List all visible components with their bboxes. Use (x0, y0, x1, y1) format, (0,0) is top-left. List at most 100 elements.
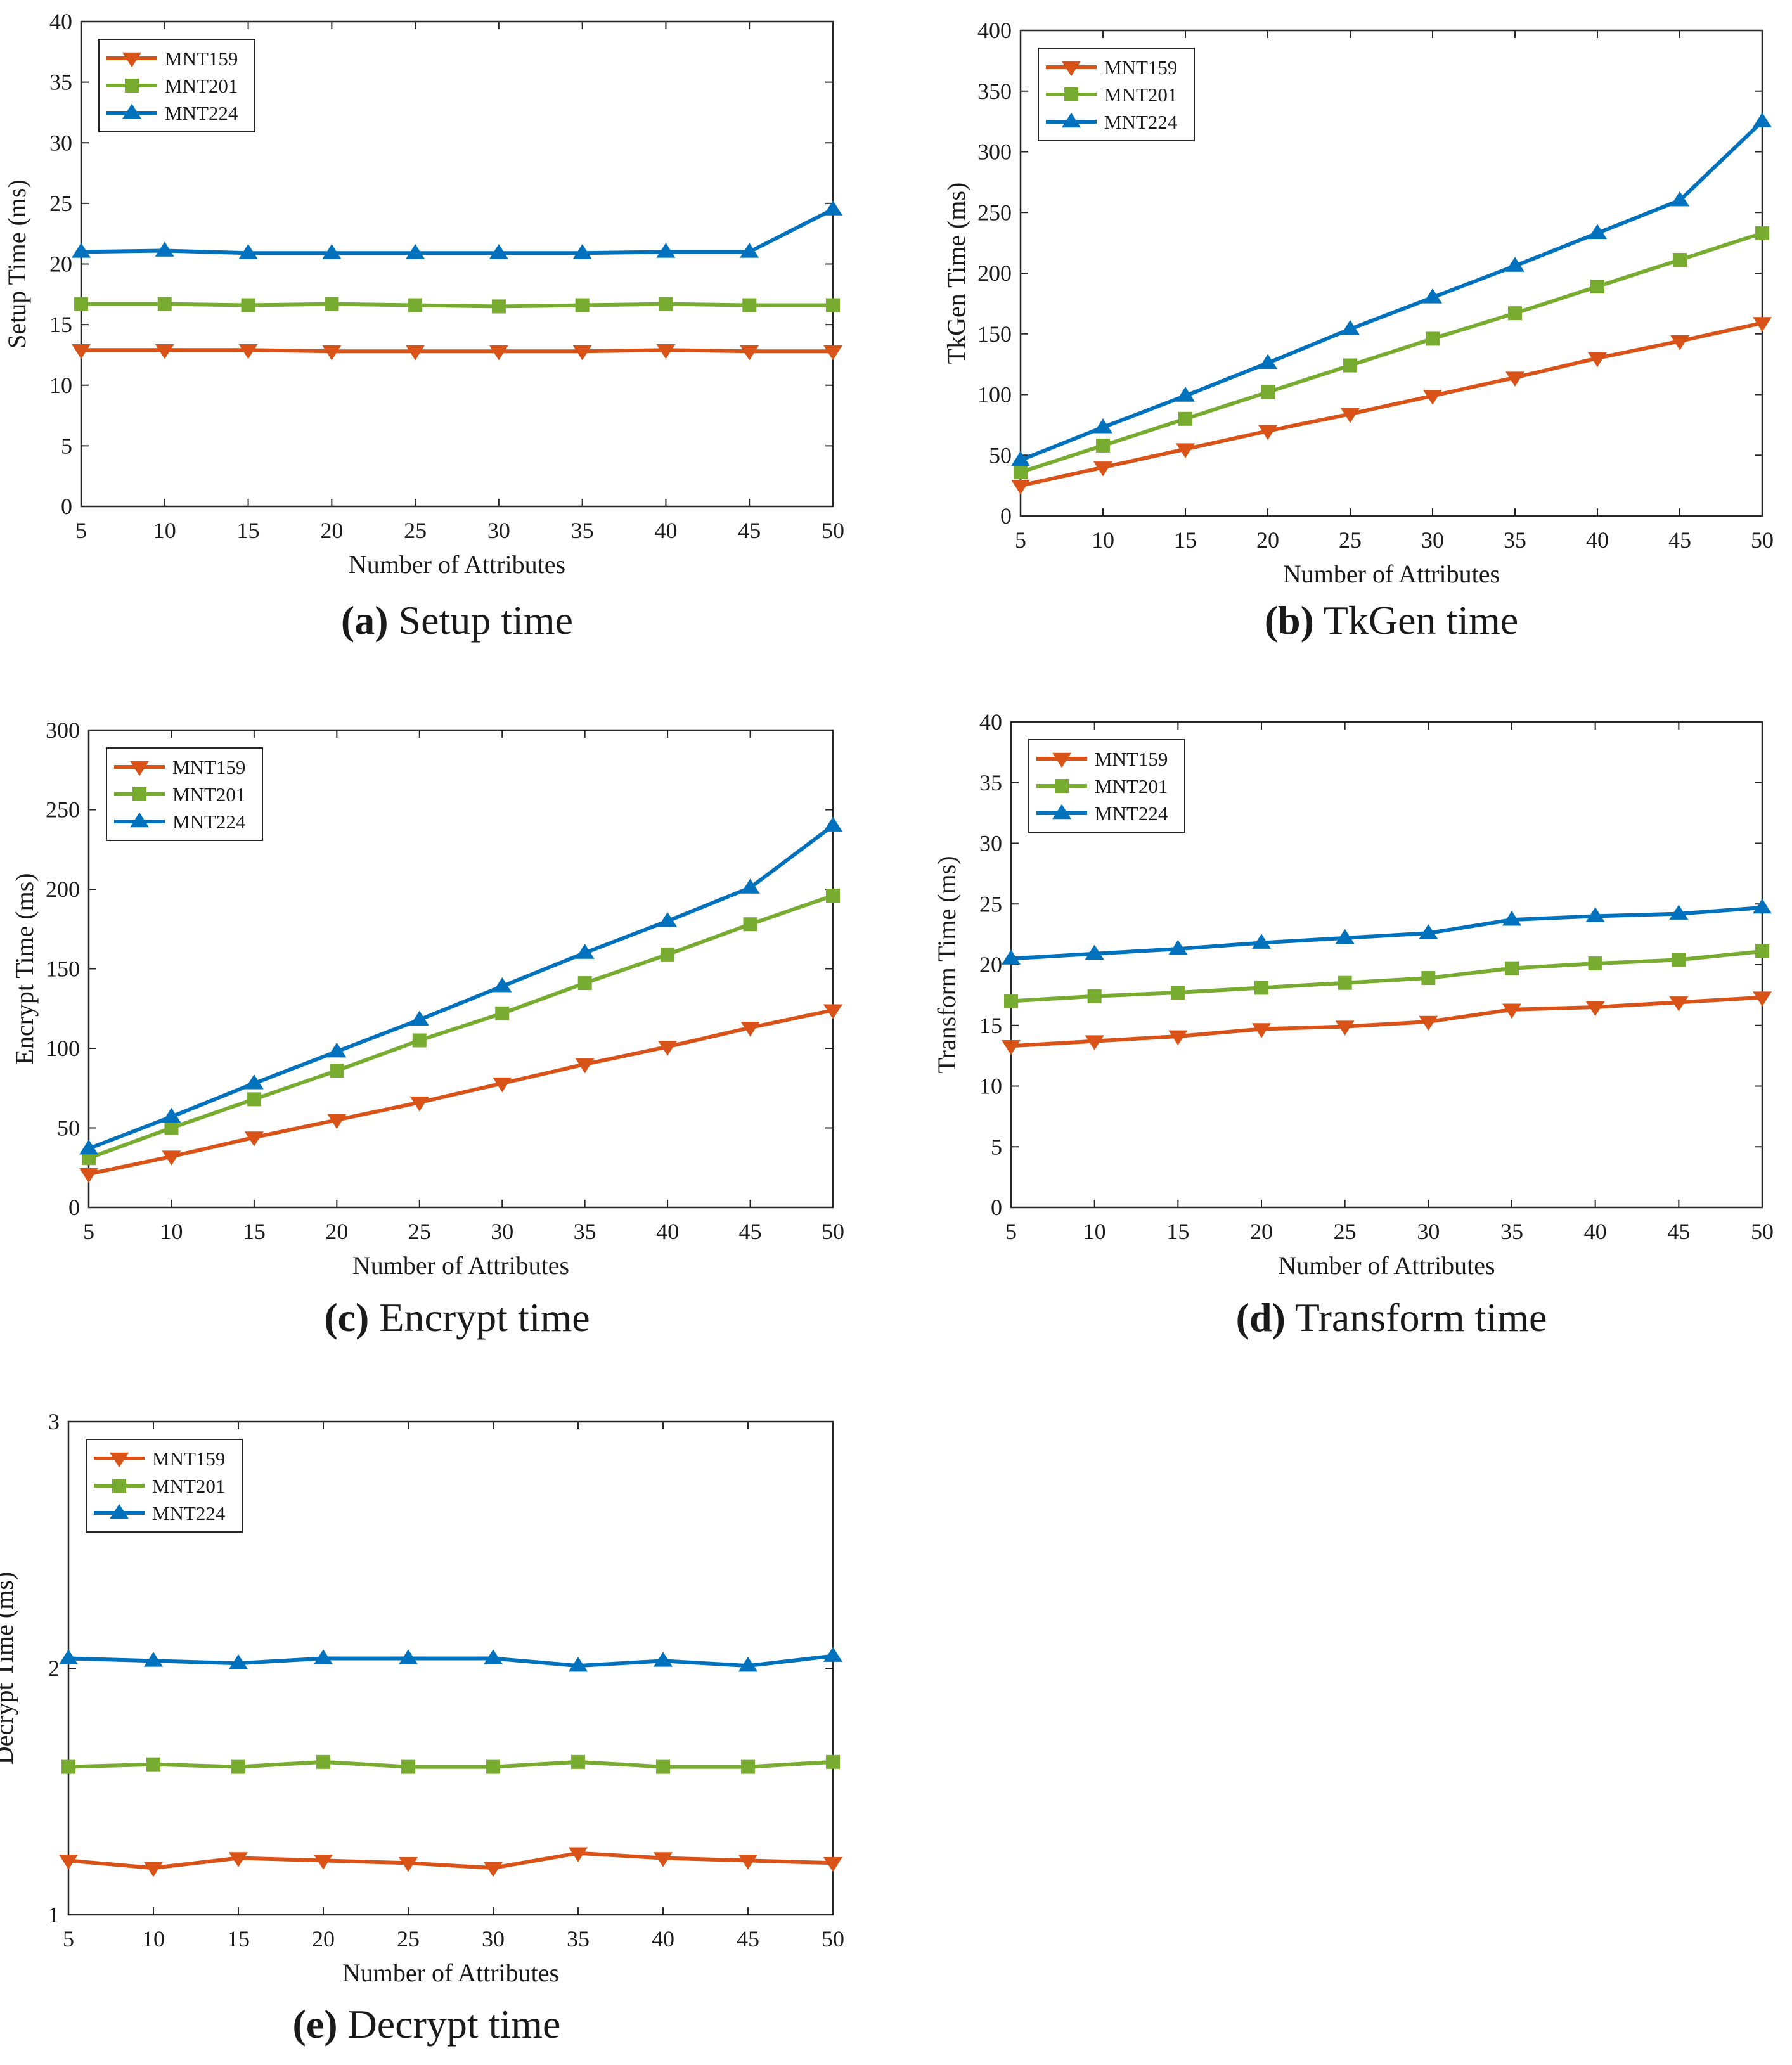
data-point-mnt201 (1673, 252, 1687, 267)
y-tick-label: 50 (57, 1116, 80, 1141)
data-point-mnt224 (1502, 910, 1521, 926)
x-tick-label: 15 (1166, 1219, 1189, 1244)
subfigure-caption: (e) Decrypt time (293, 2002, 561, 2047)
data-point-mnt201 (661, 947, 675, 962)
data-point-mnt224 (399, 1649, 418, 1664)
data-point-mnt224 (79, 1139, 98, 1155)
data-point-mnt159 (1670, 335, 1689, 351)
x-tick-label: 30 (491, 1219, 513, 1244)
data-point-mnt201 (330, 1064, 344, 1078)
series-line-mnt159 (1010, 995, 1763, 1048)
legend-label-mnt224: MNT224 (172, 811, 246, 833)
data-point-mnt224 (1505, 257, 1524, 272)
data-point-mnt201 (1588, 956, 1602, 971)
data-point-mnt159 (155, 344, 174, 359)
data-point-mnt159 (314, 1855, 333, 1870)
data-point-mnt201 (1755, 226, 1769, 240)
x-tick-label: 40 (1584, 1219, 1607, 1244)
legend-marker-mnt201 (132, 787, 146, 801)
data-point-mnt224 (1670, 191, 1689, 207)
data-point-mnt201 (577, 976, 592, 991)
data-point-mnt159 (1588, 352, 1607, 368)
caption-text: Encrypt time (369, 1295, 590, 1340)
legend-marker-mnt159 (1052, 752, 1071, 768)
series-line-mnt159 (1020, 321, 1763, 488)
legend-label-mnt159: MNT159 (1104, 56, 1177, 79)
data-point-mnt159 (244, 1131, 264, 1147)
x-tick-label: 10 (153, 518, 176, 543)
data-point-mnt159 (738, 1855, 757, 1870)
data-point-mnt201 (241, 298, 255, 312)
data-point-mnt201 (741, 1759, 755, 1774)
data-point-mnt159 (238, 344, 258, 359)
x-tick-label: 5 (75, 518, 87, 543)
y-tick-label: 15 (979, 1013, 1002, 1038)
data-point-mnt159 (1505, 371, 1524, 387)
data-point-mnt159 (1093, 461, 1112, 477)
data-point-mnt224 (1585, 907, 1605, 922)
data-point-mnt224 (575, 944, 595, 959)
legend-label-mnt159: MNT159 (152, 1448, 225, 1470)
data-point-mnt159 (1753, 991, 1772, 1007)
data-point-mnt201 (61, 1759, 75, 1774)
data-point-mnt159 (399, 1857, 418, 1872)
data-point-mnt224 (1423, 288, 1442, 304)
data-point-mnt201 (1254, 981, 1268, 995)
caption-letter: (a) (341, 598, 389, 643)
y-tick-label: 100 (46, 1036, 80, 1061)
data-point-mnt201 (1261, 385, 1275, 399)
x-tick-label: 30 (1417, 1219, 1440, 1244)
data-point-mnt201 (231, 1759, 245, 1774)
y-tick-label: 250 (46, 797, 80, 823)
data-point-mnt224 (72, 243, 91, 258)
legend: MNT159 MNT201 MNT224 (1038, 48, 1195, 141)
x-axis-label: Number of Attributes (342, 1959, 559, 1987)
data-point-mnt201 (742, 298, 757, 312)
data-point-mnt224 (1753, 112, 1772, 127)
data-point-mnt159 (1669, 996, 1689, 1012)
series-line-mnt201 (87, 894, 834, 1161)
y-tick-label: 15 (49, 312, 72, 337)
data-point-mnt159 (1502, 1003, 1521, 1019)
y-tick-label: 150 (46, 956, 80, 982)
legend-label-mnt224: MNT224 (152, 1502, 226, 1524)
data-point-mnt159 (409, 1097, 429, 1112)
data-point-mnt201 (408, 298, 423, 312)
data-point-mnt201 (164, 1121, 179, 1135)
legend-label-mnt224: MNT224 (1095, 802, 1168, 825)
data-point-mnt224 (162, 1107, 181, 1123)
y-axis-label: TkGen Time (ms) (942, 183, 970, 364)
data-point-mnt201 (826, 1754, 840, 1769)
data-point-mnt224 (1258, 354, 1277, 370)
x-tick-label: 20 (320, 518, 343, 543)
legend-label-mnt159: MNT159 (172, 756, 245, 778)
data-point-mnt159 (72, 344, 91, 359)
y-tick-label: 400 (977, 18, 1012, 43)
x-tick-label: 45 (1667, 1219, 1690, 1244)
y-axis-label: Setup Time (ms) (3, 179, 31, 349)
x-tick-label: 50 (822, 1926, 844, 1952)
legend-label-mnt201: MNT201 (152, 1475, 225, 1497)
data-point-mnt159 (1335, 1020, 1355, 1036)
data-point-mnt201 (486, 1759, 500, 1774)
x-tick-label: 20 (312, 1926, 335, 1952)
data-point-mnt224 (823, 1647, 842, 1662)
data-point-mnt159 (740, 345, 759, 361)
data-point-mnt224 (1002, 949, 1021, 965)
data-point-mnt224 (322, 244, 342, 259)
x-tick-label: 40 (654, 518, 677, 543)
data-point-mnt224 (572, 244, 592, 259)
data-point-mnt201 (571, 1754, 585, 1769)
legend-label-mnt201: MNT201 (165, 75, 238, 97)
x-tick-label: 35 (574, 1219, 596, 1244)
x-tick-label: 10 (142, 1926, 165, 1952)
legend-label-mnt224: MNT224 (165, 102, 238, 124)
x-tick-label: 5 (63, 1926, 74, 1952)
legend-marker-mnt201 (1055, 779, 1069, 793)
data-point-mnt224 (314, 1649, 333, 1664)
y-tick-label: 25 (979, 891, 1002, 917)
data-point-mnt159 (1423, 390, 1442, 405)
legend-marker-mnt201 (1064, 87, 1078, 101)
data-point-mnt159 (654, 1852, 673, 1867)
data-point-mnt159 (493, 1077, 512, 1093)
